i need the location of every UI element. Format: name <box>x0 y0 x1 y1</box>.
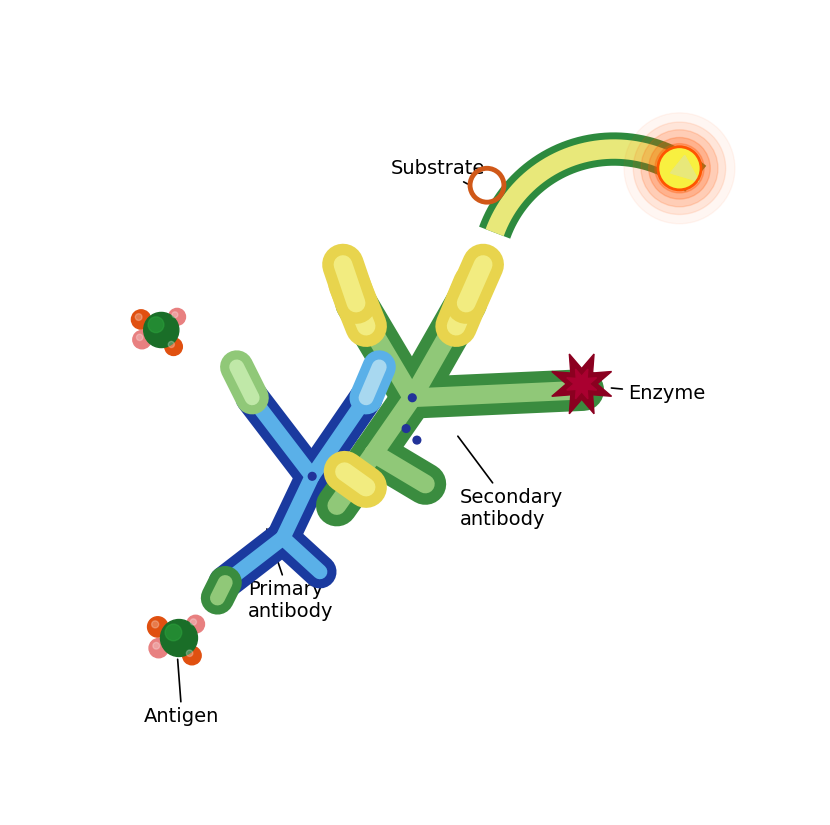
Circle shape <box>190 619 197 625</box>
Circle shape <box>187 650 193 657</box>
Circle shape <box>655 144 704 193</box>
Circle shape <box>403 425 410 432</box>
Circle shape <box>148 617 168 637</box>
Circle shape <box>160 620 198 657</box>
Text: Enzyme: Enzyme <box>612 384 706 403</box>
Circle shape <box>165 338 183 356</box>
Polygon shape <box>567 369 597 398</box>
Circle shape <box>149 639 168 658</box>
Polygon shape <box>669 153 699 182</box>
Text: Substrate: Substrate <box>391 158 485 184</box>
Text: Secondary
antibody: Secondary antibody <box>458 436 564 529</box>
Circle shape <box>133 331 151 349</box>
Circle shape <box>152 621 159 628</box>
Text: Primary
antibody: Primary antibody <box>248 529 334 621</box>
Circle shape <box>168 309 185 325</box>
Circle shape <box>308 473 316 480</box>
Circle shape <box>131 310 151 329</box>
Circle shape <box>187 615 204 633</box>
Polygon shape <box>671 156 699 182</box>
Circle shape <box>135 314 142 320</box>
Circle shape <box>658 147 701 190</box>
Circle shape <box>413 436 421 444</box>
Polygon shape <box>671 156 699 182</box>
Circle shape <box>408 394 416 402</box>
Circle shape <box>649 138 710 199</box>
Circle shape <box>172 312 178 318</box>
Circle shape <box>136 334 143 341</box>
Polygon shape <box>552 354 612 414</box>
Circle shape <box>148 317 164 332</box>
Circle shape <box>165 625 182 641</box>
Circle shape <box>633 122 725 214</box>
Circle shape <box>144 313 178 347</box>
Text: Antigen: Antigen <box>144 659 220 726</box>
Circle shape <box>641 130 718 207</box>
Circle shape <box>168 342 174 347</box>
Circle shape <box>183 646 201 665</box>
Circle shape <box>624 113 735 224</box>
Circle shape <box>153 643 159 649</box>
